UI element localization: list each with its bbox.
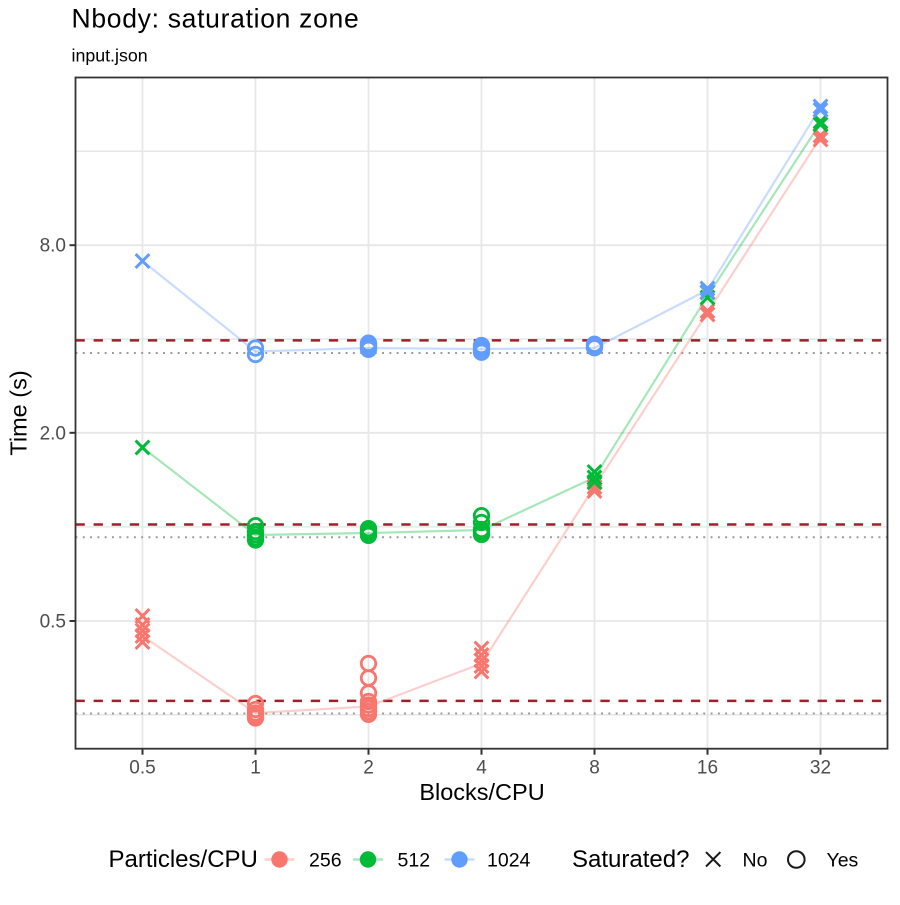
svg-text:Blocks/CPU: Blocks/CPU bbox=[419, 779, 544, 805]
svg-text:256: 256 bbox=[309, 850, 342, 872]
svg-text:2.0: 2.0 bbox=[40, 423, 66, 444]
svg-text:Time (s): Time (s) bbox=[5, 370, 31, 455]
svg-text:4: 4 bbox=[476, 758, 487, 779]
svg-text:input.json: input.json bbox=[72, 46, 148, 66]
svg-text:512: 512 bbox=[398, 850, 431, 872]
svg-text:Nbody: saturation zone: Nbody: saturation zone bbox=[72, 4, 360, 34]
svg-text:1: 1 bbox=[250, 758, 261, 779]
svg-text:8: 8 bbox=[589, 758, 600, 779]
svg-text:Saturated?: Saturated? bbox=[572, 846, 689, 873]
svg-text:Yes: Yes bbox=[827, 850, 859, 872]
svg-text:2: 2 bbox=[363, 758, 374, 779]
svg-text:Particles/CPU: Particles/CPU bbox=[109, 846, 258, 873]
svg-text:No: No bbox=[743, 850, 768, 872]
svg-text:1024: 1024 bbox=[487, 850, 531, 872]
svg-text:0.5: 0.5 bbox=[40, 612, 66, 633]
svg-text:16: 16 bbox=[697, 758, 718, 779]
svg-text:0.5: 0.5 bbox=[129, 758, 155, 779]
svg-text:8.0: 8.0 bbox=[40, 236, 66, 257]
svg-text:32: 32 bbox=[810, 758, 831, 779]
